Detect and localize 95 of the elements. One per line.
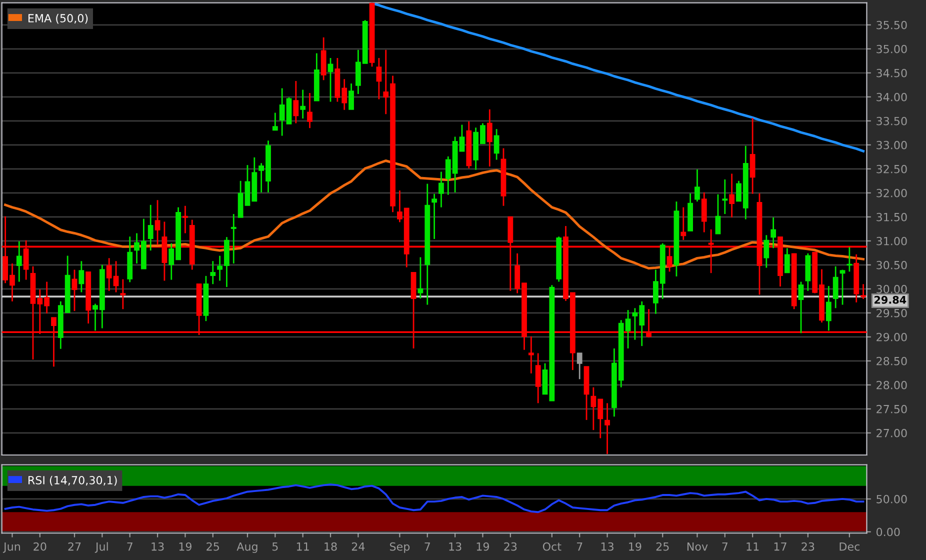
x-tick-label: 7 <box>127 542 132 551</box>
x-tick-label: Jun <box>2 542 20 553</box>
y-tick-label: 30.50 <box>876 260 907 270</box>
candlestick <box>348 82 354 110</box>
x-tick-label: 7 <box>424 542 430 551</box>
candlestick <box>78 260 84 293</box>
x-tick-label: Oct <box>542 542 562 551</box>
candlestick <box>148 204 154 252</box>
candlestick <box>770 216 776 249</box>
x-tick-label: 11 <box>296 542 309 551</box>
y-tick-label: 27.50 <box>876 404 907 414</box>
candlestick <box>438 171 444 208</box>
y-tick-label: 35.50 <box>876 20 907 30</box>
candlestick <box>798 281 804 334</box>
candlestick <box>230 213 236 264</box>
candlestick <box>604 402 610 455</box>
candlestick <box>722 178 728 215</box>
x-tick-label: 19 <box>629 542 642 551</box>
candlestick <box>154 199 160 246</box>
x-tick-label: 7 <box>722 542 728 551</box>
candlestick <box>272 112 278 131</box>
candlestick <box>72 269 78 312</box>
y-tick-label: 0.00 <box>876 528 900 536</box>
x-tick-label: Sep <box>390 542 410 553</box>
x-tick-label: 17 <box>774 542 786 551</box>
candlestick <box>846 246 852 272</box>
x-tick-label: Dec <box>840 542 860 551</box>
candlestick <box>210 260 216 285</box>
x-tick-label: 11 <box>746 542 759 551</box>
y-tick-label: 31.50 <box>876 212 907 222</box>
candlestick <box>300 88 306 120</box>
x-tick-label: 19 <box>476 542 490 551</box>
candlestick <box>328 57 334 102</box>
x-tick-label: 7 <box>576 542 582 551</box>
y-tick-label: 32.00 <box>876 188 907 198</box>
y-tick-label: 34.00 <box>876 92 907 102</box>
candlestick <box>680 206 686 241</box>
candlestick <box>217 255 223 282</box>
legend-label: EMA (50,0) <box>28 14 88 24</box>
x-tick-label: 25 <box>206 542 219 551</box>
y-tick-label: 30.00 <box>876 284 907 294</box>
x-tick-label: 13 <box>449 542 462 551</box>
y-tick-label: 34.50 <box>876 68 907 78</box>
candlestick <box>16 240 22 282</box>
candlestick <box>826 285 832 332</box>
candlestick <box>528 336 534 374</box>
legend-label: RSI (14,70,30,1) <box>28 476 117 486</box>
y-tick-label: 29.00 <box>876 332 907 342</box>
line-series <box>4 159 865 270</box>
candlestick <box>729 173 735 218</box>
y-tick-label: 28.00 <box>876 380 907 390</box>
x-tick-label: 20 <box>34 542 46 551</box>
candlestick <box>535 352 541 404</box>
x-tick-label: Jul <box>94 542 108 553</box>
candlestick <box>307 92 312 129</box>
candlestick <box>576 352 582 380</box>
x-tick-label: 23 <box>802 542 814 551</box>
y-tick-label: 32.50 <box>876 164 907 174</box>
candlestick <box>784 247 790 274</box>
x-tick-label: 23 <box>504 542 517 551</box>
candlestick <box>418 256 424 300</box>
x-tick-label: 19 <box>179 542 192 551</box>
candlestick <box>486 108 492 168</box>
x-tick-label: Nov <box>687 542 708 551</box>
y-tick-label: 33.00 <box>876 140 907 150</box>
y-tick-label: 50.00 <box>876 494 907 504</box>
x-tick-label: 18 <box>324 542 337 551</box>
y-tick-label: 31.00 <box>876 236 907 246</box>
candlestick <box>494 128 500 160</box>
x-tick-label: 13 <box>601 542 614 551</box>
x-tick-label: Aug <box>236 542 258 553</box>
candlestick <box>432 193 437 240</box>
y-tick-label: 33.50 <box>876 116 907 126</box>
candlestick <box>764 234 770 268</box>
candlestick <box>182 205 188 234</box>
y-tick-label: 28.50 <box>876 356 907 366</box>
candlestick <box>293 80 299 124</box>
candlestick <box>376 57 382 100</box>
candlestick <box>715 194 721 234</box>
candlestick <box>840 269 846 306</box>
candlestick <box>750 117 756 195</box>
x-tick-label: 27 <box>68 542 81 551</box>
y-tick-label: 29.50 <box>876 308 907 318</box>
y-tick-label: 27.00 <box>876 428 907 438</box>
x-tick-label: 24 <box>352 542 365 551</box>
x-tick-label: 25 <box>656 542 669 551</box>
candlestick <box>120 278 126 310</box>
candlestick <box>694 168 700 202</box>
candlestick <box>860 283 866 300</box>
x-tick-label: 5 <box>272 542 278 551</box>
candlestick <box>701 192 707 233</box>
candlestick <box>832 266 838 309</box>
x-tick-label: 13 <box>152 542 164 551</box>
ref-line-label: 29.84 <box>874 296 906 304</box>
y-tick-label: 35.00 <box>876 44 907 54</box>
